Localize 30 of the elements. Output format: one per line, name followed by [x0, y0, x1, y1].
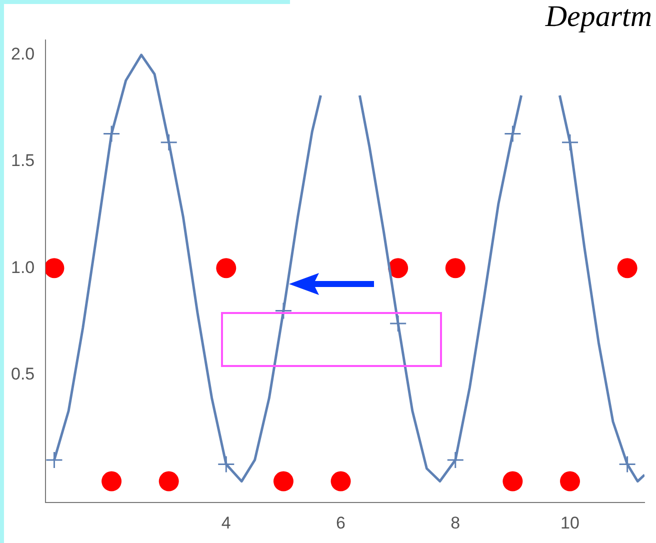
y-tick-label: 0.5 — [10, 364, 35, 384]
point — [561, 134, 579, 152]
point — [274, 302, 292, 320]
point — [502, 471, 523, 492]
point — [273, 471, 294, 492]
point — [216, 258, 236, 278]
text: Departm — [545, 0, 652, 34]
point — [330, 471, 351, 492]
point — [102, 125, 120, 143]
point — [504, 125, 522, 143]
point — [217, 455, 235, 473]
point — [560, 471, 580, 492]
point — [46, 451, 63, 469]
x-tick-label: 4 — [221, 513, 231, 532]
point — [388, 258, 408, 278]
point — [618, 455, 636, 473]
point — [446, 451, 464, 469]
y-tick-label: 1.0 — [10, 258, 35, 277]
point — [46, 258, 64, 278]
x-tick-label: 6 — [336, 513, 346, 532]
point — [389, 314, 407, 332]
x-tick-label: 10 — [560, 513, 580, 532]
y-tick-label: 2.0 — [10, 44, 35, 64]
point — [160, 134, 178, 152]
point — [102, 471, 122, 492]
point — [445, 258, 466, 278]
y-tick-label: 1.5 — [10, 151, 35, 170]
x-tick-label: 8 — [450, 513, 460, 532]
point — [617, 258, 638, 278]
point — [158, 471, 179, 492]
